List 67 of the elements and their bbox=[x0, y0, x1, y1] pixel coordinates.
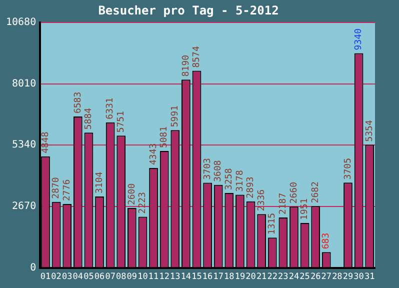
data-label: 2660 bbox=[289, 182, 300, 204]
x-tick-label: 22 bbox=[267, 272, 278, 282]
x-tick-label: 13 bbox=[170, 272, 180, 282]
x-tick-label: 29 bbox=[342, 272, 354, 282]
x-tick-label: 24 bbox=[288, 272, 300, 282]
x-tick-label: 18 bbox=[224, 272, 234, 282]
x-tick-label: 09 bbox=[126, 272, 138, 282]
x-tick-label: 27 bbox=[321, 272, 332, 282]
data-label: 5081 bbox=[160, 126, 170, 148]
x-tick-label: 23 bbox=[278, 272, 288, 282]
x-tick-label: 05 bbox=[84, 272, 94, 282]
x-tick-label: 12 bbox=[159, 272, 170, 282]
x-tick-label: 06 bbox=[94, 272, 105, 282]
x-tick-label: 02 bbox=[51, 272, 62, 282]
x-tick-label: 04 bbox=[72, 272, 84, 282]
data-label: 3104 bbox=[94, 172, 105, 194]
data-label: 8190 bbox=[181, 54, 192, 77]
data-label: 8574 bbox=[192, 46, 202, 68]
data-label: 3608 bbox=[214, 160, 224, 182]
data-label: 2776 bbox=[62, 179, 72, 202]
x-tick-label: 08 bbox=[116, 272, 126, 282]
data-label: 3705 bbox=[343, 158, 354, 180]
data-label: 2682 bbox=[310, 181, 321, 204]
data-label: 3703 bbox=[202, 158, 213, 180]
data-label: 683 bbox=[322, 232, 332, 250]
x-tick-label: 26 bbox=[310, 272, 321, 282]
x-tick-label: 30 bbox=[354, 272, 364, 282]
x-tick-label: 07 bbox=[105, 272, 116, 282]
x-tick-label: 15 bbox=[192, 272, 202, 282]
data-label: 2187 bbox=[278, 192, 289, 215]
chart-title: Besucher pro Tag - 5-2012 bbox=[98, 3, 279, 18]
x-tick-label: 10 bbox=[138, 272, 148, 282]
y-tick-label: 5340 bbox=[12, 140, 36, 151]
x-tick-label: 11 bbox=[148, 272, 159, 282]
data-label: 1951 bbox=[300, 198, 310, 220]
x-tick-label: 03 bbox=[62, 272, 72, 282]
data-label: 4343 bbox=[148, 143, 159, 166]
x-tick-label: 20 bbox=[246, 272, 256, 282]
data-label: 1315 bbox=[268, 212, 278, 235]
y-tick-label: 8010 bbox=[12, 78, 36, 90]
data-label: 5884 bbox=[84, 108, 94, 130]
data-label: 6331 bbox=[106, 98, 116, 120]
x-tick-label: 01 bbox=[40, 272, 51, 282]
data-label: 9340 bbox=[354, 28, 364, 50]
data-label: 5751 bbox=[116, 110, 126, 133]
x-tick-label: 19 bbox=[234, 272, 246, 282]
y-tick-label: 0 bbox=[30, 262, 36, 274]
data-label: 2893 bbox=[246, 176, 256, 198]
data-label: 2223 bbox=[138, 192, 148, 214]
x-tick-label: 21 bbox=[256, 272, 267, 282]
data-label: 3178 bbox=[235, 170, 246, 192]
y-tick-label: 10680 bbox=[6, 16, 36, 28]
data-label: 6583 bbox=[73, 92, 84, 114]
y-tick-label: 2670 bbox=[12, 201, 36, 212]
data-label: 5991 bbox=[170, 105, 180, 128]
x-tick-label: 17 bbox=[213, 272, 224, 282]
x-tick-label: 25 bbox=[300, 272, 310, 282]
data-label: 5354 bbox=[364, 120, 375, 142]
x-tick-label: 14 bbox=[180, 272, 192, 282]
data-label: 2336 bbox=[256, 189, 267, 212]
x-tick-label: 16 bbox=[202, 272, 213, 282]
x-tick-label: 28 bbox=[332, 272, 342, 282]
data-label: 3258 bbox=[224, 168, 234, 190]
data-label: 4848 bbox=[40, 132, 51, 154]
data-label: 2600 bbox=[127, 183, 138, 206]
data-label: 2870 bbox=[52, 177, 62, 199]
x-tick-label: 31 bbox=[364, 272, 375, 282]
